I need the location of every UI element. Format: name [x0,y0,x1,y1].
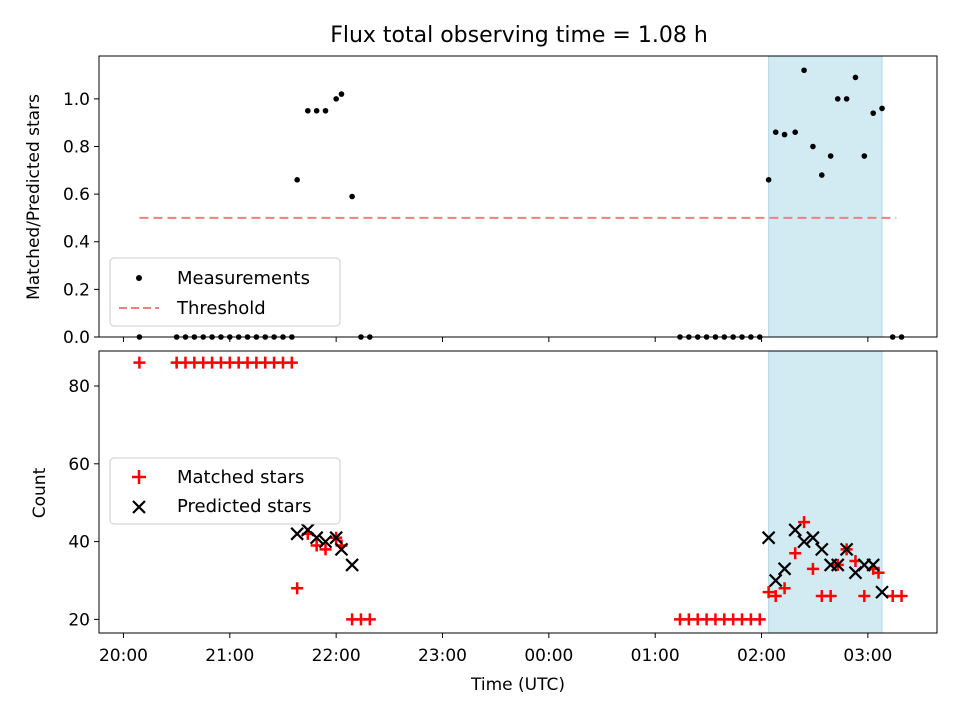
y-count-tick-label: 40 [68,533,90,553]
measurement-point [313,107,320,114]
measurement-point [801,67,807,74]
x-tick-label: 02:00 [737,646,786,666]
y-count-tick-label: 80 [68,377,90,397]
measurement-point [765,177,772,183]
measurement-point [333,96,339,102]
y-count-tick-label: 20 [68,610,90,630]
legend-label-threshold: Threshold [176,298,266,319]
x-tick-label: 21:00 [205,646,254,666]
predicted-stars-point [788,523,802,537]
matched-stars-point [858,590,871,603]
matched-stars-point [285,356,298,369]
measurement-point [781,131,788,138]
y-ratio-tick-label: 0.4 [63,233,90,253]
matched-stars-point [824,590,837,603]
predicted-stars-point [777,562,792,576]
y-axis-label-ratio: Matched/Predicted stars [24,94,44,300]
plot-frame-bottom [98,350,938,634]
predicted-stars-point [318,534,333,549]
matched-stars-point [363,613,376,626]
y-ratio-tick-label: 0.6 [63,185,90,205]
y-axis-label-count: Count [30,467,50,518]
legend-top: Measurements Threshold [109,257,341,327]
y-ratio-tick-label: 0.8 [63,137,90,157]
legend-bottom: Matched stars Predicted stars [109,457,341,525]
predicted-stars-point [334,542,349,557]
matched-stars-point [762,586,775,599]
x-axis-label: Time (UTC) [470,675,565,695]
legend-label-predicted: Predicted stars [177,496,311,517]
legend-box-bottom [109,457,341,525]
matched-stars-point [778,582,791,595]
matched-stars-point [133,356,146,369]
predicted-stars-point [797,534,811,549]
observing-window-shade-top [768,55,883,338]
x-tick-label: 00:00 [524,646,573,666]
measurement-point [834,96,841,102]
measurement-point [827,153,834,159]
measurement-point [810,143,816,150]
predicted-stars-point [830,558,845,572]
matched-stars-point [895,590,908,603]
measurement-point [338,91,345,97]
measurement-point [294,177,300,183]
predicted-stars-point [290,527,304,541]
x-ticks-bottom: 20:00 21:00 22:00 23:00 00:00 01:00 02:00 03:00 [99,633,892,666]
measurement-point [322,107,329,114]
x-tick-label: 23:00 [418,646,467,666]
legend-marker-matched [132,470,146,484]
measurement-point [852,74,859,81]
legend-box-top [109,257,341,327]
predicted-stars-point [761,530,776,545]
matched-stars-point [806,562,819,575]
measurement-point [818,172,825,178]
x-tick-label: 03:00 [843,646,892,666]
measurement-point [861,153,868,159]
matched-stars-point [753,613,766,626]
x-ticks-top [122,337,869,342]
count-panel: Count Time (UTC) 20 40 60 80 20:00 21:00 22:0… [30,350,938,695]
predicted-stars-point [815,542,829,557]
legend-marker-measurements [136,275,142,281]
matched-stars-point [789,547,802,560]
y-ticks-ratio: 0.0 0.2 0.4 0.6 0.8 1.0 [63,90,99,348]
y-ticks-count: 20 40 60 80 [68,377,99,630]
matched-stars-point [769,590,782,603]
predicted-stars-point [875,585,889,599]
x-tick-label: 01:00 [631,646,680,666]
measurement-point [843,96,850,102]
predicted-stars-point [345,558,359,572]
count-points [133,356,908,626]
y-ratio-tick-label: 1.0 [63,90,90,110]
predicted-stars-point [806,530,820,545]
ratio-panel: Flux total observing time = 1.08 h Match… [24,23,938,348]
x-tick-label: 22:00 [312,646,361,666]
x-tick-label: 20:00 [99,646,148,666]
predicted-stars-point [839,542,854,557]
chart-title: Flux total observing time = 1.08 h [330,23,708,48]
legend-marker-predicted [132,500,146,514]
measurement-point [870,110,876,116]
matched-stars-point [291,582,304,595]
matched-stars-point [319,543,332,556]
predicted-stars-point [329,530,343,545]
measurement-point [792,129,799,136]
y-ratio-tick-label: 0.0 [63,328,90,348]
plot-frame-top [98,55,938,338]
measurement-point [304,107,311,114]
y-ratio-tick-label: 0.2 [63,280,90,300]
predicted-stars-point [309,530,324,545]
legend-label-measurements: Measurements [177,268,310,289]
measurement-point [772,129,779,136]
y-count-tick-label: 60 [68,455,90,475]
measurement-point [879,105,885,112]
matched-stars-point [798,516,811,529]
shaded-interval-top [768,55,883,338]
legend-label-matched: Matched stars [177,467,304,488]
predicted-stars-point [866,558,880,572]
predicted-stars-point [768,573,783,588]
measurement-point [349,193,355,200]
